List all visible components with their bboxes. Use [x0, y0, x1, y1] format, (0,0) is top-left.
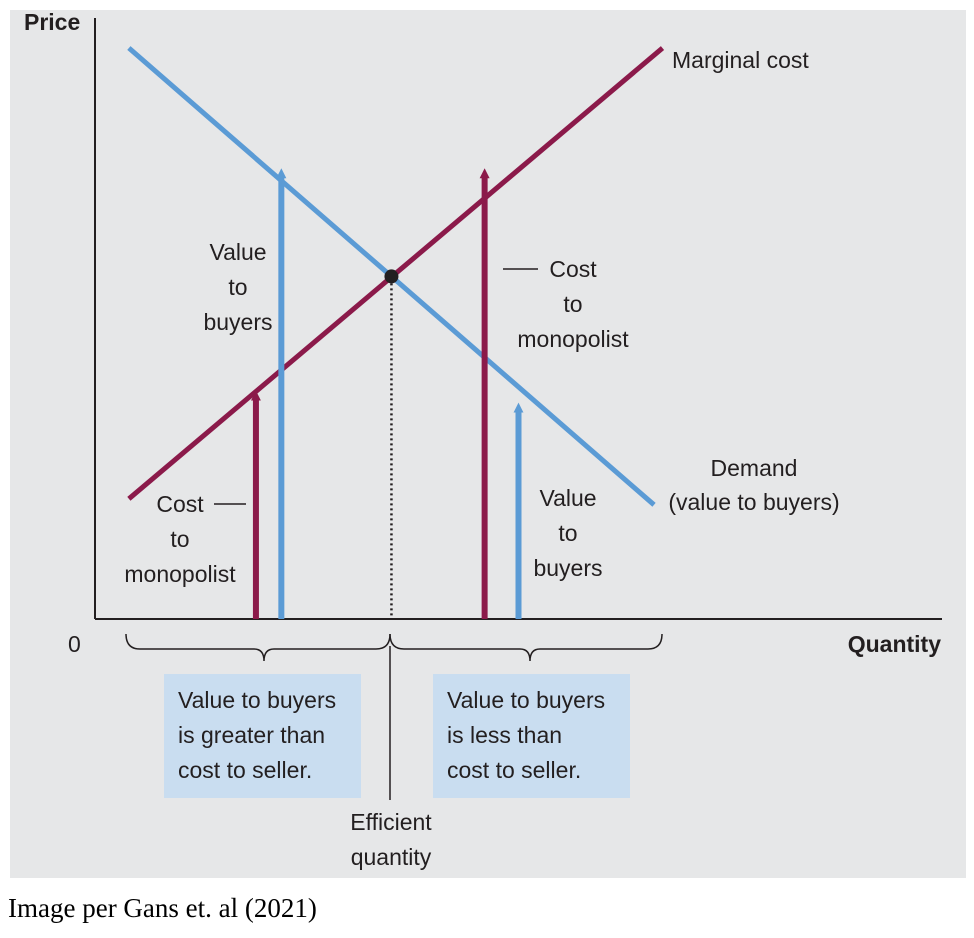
cost-left-line3: monopolist: [124, 561, 236, 587]
cost-right-line3: monopolist: [517, 326, 629, 352]
cost-right-line2: to: [563, 291, 582, 317]
y-axis-label: Price: [24, 10, 80, 35]
chart: Price Quantity 0 Marginal cost Demand (v…: [24, 10, 942, 870]
greater-value-box: [164, 674, 361, 798]
cost-left-line2: to: [170, 526, 189, 552]
value-right-line2: to: [558, 520, 577, 546]
value-left-line3: buyers: [203, 309, 272, 335]
legend-demand-sub: (value to buyers): [668, 489, 839, 515]
legend-marginal-cost: Marginal cost: [672, 47, 809, 73]
brace-right: [389, 633, 663, 662]
lesser-value-text: Value to buyers is less than cost to sel…: [447, 687, 606, 783]
efficient-label-line1: Efficient: [350, 809, 432, 835]
cost-right-line1: Cost: [549, 256, 597, 282]
figure-panel: Price Quantity 0 Marginal cost Demand (v…: [10, 10, 966, 878]
brace-left: [125, 633, 391, 662]
efficient-label-line2: quantity: [351, 844, 432, 870]
lesser-value-box: [433, 674, 630, 798]
value-right-line3: buyers: [533, 555, 602, 581]
value-left-line2: to: [228, 274, 247, 300]
value-right-line1: Value: [539, 485, 596, 511]
value-left-line1: Value: [209, 239, 266, 265]
equilibrium-point: [384, 269, 399, 284]
legend-demand: Demand: [711, 455, 798, 481]
x-axis-label: Quantity: [848, 631, 941, 657]
greater-value-text: Value to buyers is greater than cost to …: [178, 687, 337, 783]
origin-label: 0: [68, 631, 81, 657]
figure-caption: Image per Gans et. al (2021): [8, 893, 317, 923]
cost-left-line1: Cost: [156, 491, 204, 517]
